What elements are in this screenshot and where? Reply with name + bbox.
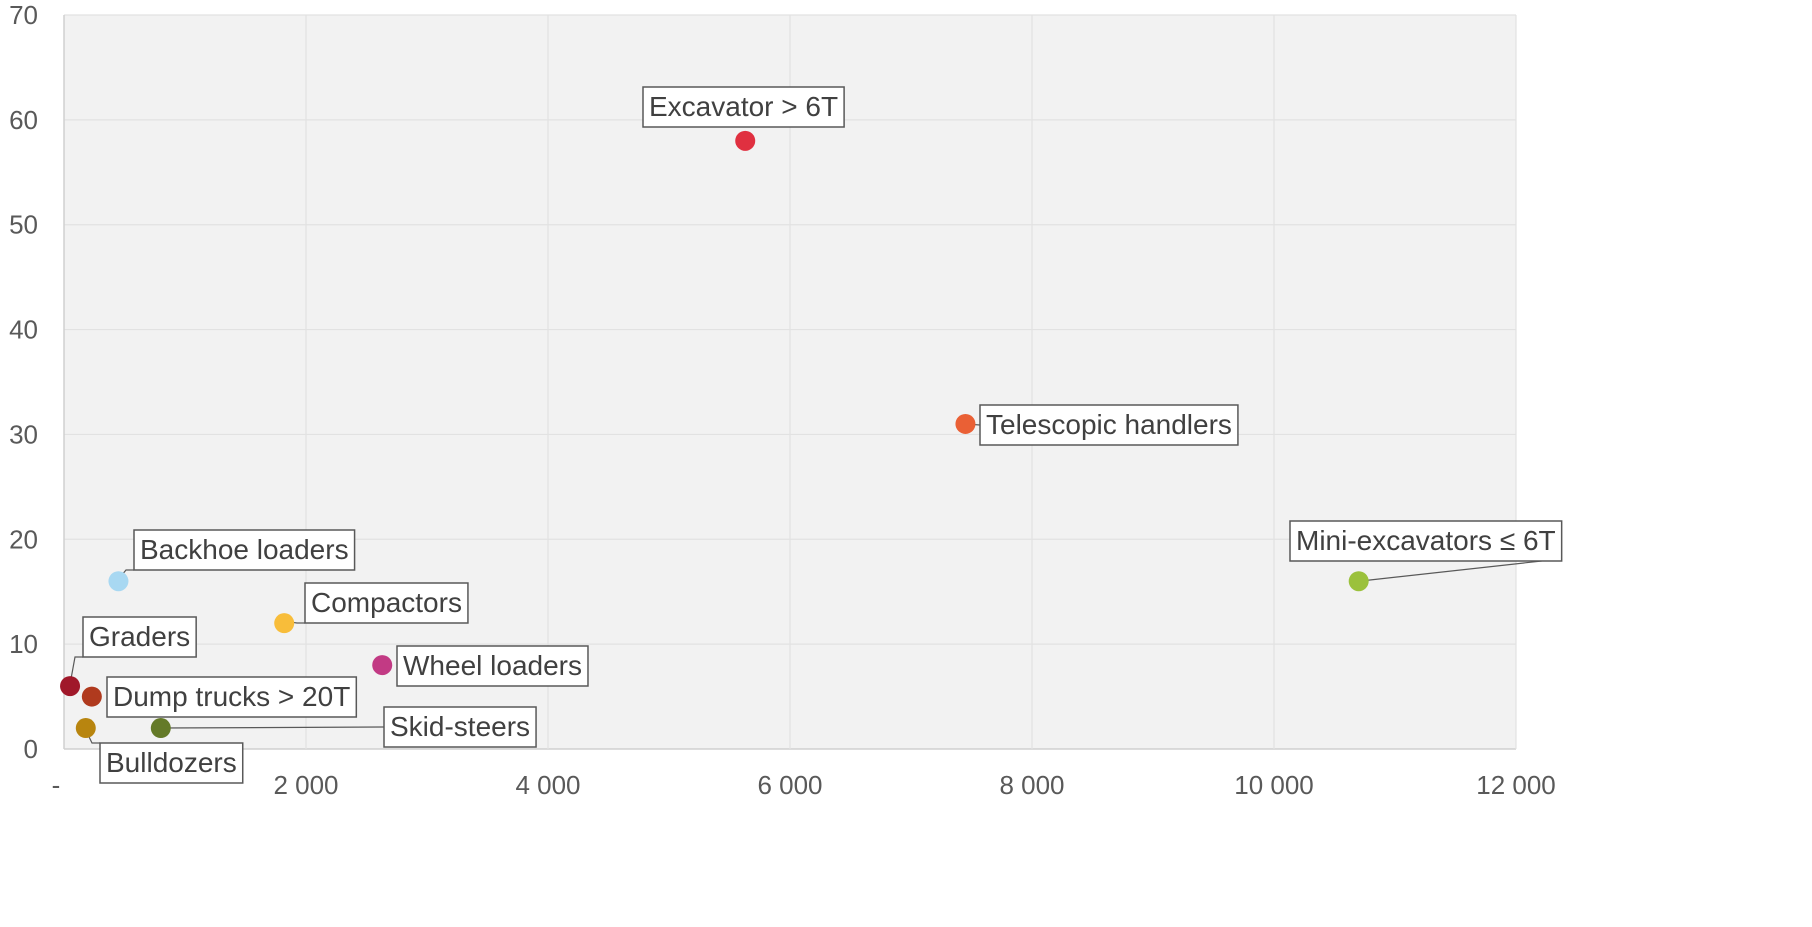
point-label-text: Graders bbox=[89, 621, 190, 652]
x-tick-label: 10 000 bbox=[1234, 770, 1314, 800]
point-label-text: Telescopic handlers bbox=[986, 409, 1232, 440]
y-tick-label: 60 bbox=[9, 105, 38, 135]
point-label-text: Backhoe loaders bbox=[140, 534, 349, 565]
scatter-point bbox=[1348, 571, 1369, 592]
point-label-box bbox=[396, 645, 589, 687]
point-label-box bbox=[99, 742, 244, 784]
point-label-text: Excavator > 6T bbox=[649, 91, 838, 122]
x-tick-label: 6 000 bbox=[757, 770, 822, 800]
scatter-point bbox=[60, 676, 81, 697]
point-label-box bbox=[642, 86, 845, 128]
label-leader-line bbox=[160, 726, 385, 729]
x-tick-label: 4 000 bbox=[515, 770, 580, 800]
scatter-point bbox=[150, 718, 171, 739]
label-leader-line bbox=[1358, 560, 1542, 582]
point-label-text: Bulldozers bbox=[106, 747, 237, 778]
point-label-box bbox=[979, 404, 1239, 446]
y-tick-label: 20 bbox=[9, 524, 38, 554]
point-label-text: Skid-steers bbox=[390, 711, 530, 742]
data-labels: Excavator > 6T Telescopic handlers Mini-ex… bbox=[82, 86, 1563, 784]
label-leader-line bbox=[69, 656, 83, 685]
point-label-text: Compactors bbox=[311, 587, 462, 618]
scatter-point bbox=[955, 413, 976, 434]
x-tick-label: 8 000 bbox=[999, 770, 1064, 800]
x-tick-label: 2 000 bbox=[273, 770, 338, 800]
scatter-point bbox=[108, 571, 129, 592]
scatter-point bbox=[75, 718, 96, 739]
point-label-box bbox=[383, 706, 537, 748]
point-label-text: Wheel loaders bbox=[403, 650, 582, 681]
point-label-box bbox=[106, 676, 358, 718]
scatter-point bbox=[372, 655, 393, 676]
y-tick-label: 0 bbox=[24, 734, 38, 764]
y-tick-label: 70 bbox=[9, 0, 38, 30]
y-tick-label: 50 bbox=[9, 210, 38, 240]
y-tick-label: 40 bbox=[9, 315, 38, 345]
point-label-box bbox=[304, 582, 469, 624]
scatter-point bbox=[81, 686, 102, 707]
point-label-text: Dump trucks > 20T bbox=[113, 681, 350, 712]
point-label-box bbox=[133, 529, 356, 571]
point-label-text: Mini-excavators ≤ 6T bbox=[1296, 525, 1556, 556]
x-tick-label: 12 000 bbox=[1476, 770, 1556, 800]
x-tick-label: - bbox=[52, 770, 61, 800]
scatter-point bbox=[735, 130, 756, 151]
y-tick-label: 30 bbox=[9, 419, 38, 449]
y-tick-label: 10 bbox=[9, 629, 38, 659]
point-label-box bbox=[1289, 520, 1563, 562]
point-label-box bbox=[82, 616, 197, 658]
axis-ticks: 0 10 20 30 40 50 60 70 - 2 000 4 000 6 000 8 000 10 0… bbox=[9, 0, 1556, 800]
data-points bbox=[60, 130, 1369, 739]
scatter-point bbox=[274, 613, 295, 634]
